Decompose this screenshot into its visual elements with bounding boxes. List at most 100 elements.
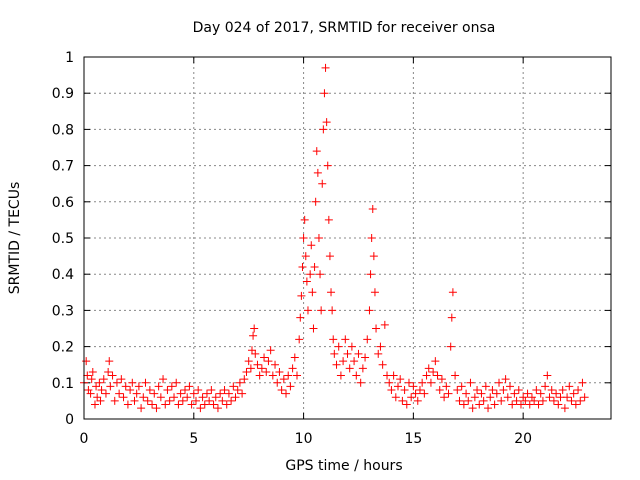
data-point bbox=[255, 371, 264, 380]
data-point bbox=[161, 400, 170, 409]
data-point bbox=[83, 371, 92, 380]
data-point bbox=[106, 382, 115, 391]
data-point bbox=[339, 357, 348, 366]
data-point bbox=[415, 386, 424, 395]
x-tick-label: 5 bbox=[189, 431, 198, 447]
data-point bbox=[514, 386, 523, 395]
data-point bbox=[519, 393, 528, 402]
ticks: 0 5 10 15 20 0 0.1 0.2 0.3 0.4 0.5 0.6 0.7 0.8 0.9 1 bbox=[52, 50, 611, 447]
data-point bbox=[187, 400, 196, 409]
data-point bbox=[213, 404, 222, 413]
data-point bbox=[95, 378, 104, 387]
data-point bbox=[104, 367, 113, 376]
data-point bbox=[475, 400, 484, 409]
data-point bbox=[275, 367, 284, 376]
data-point bbox=[163, 386, 172, 395]
data-point bbox=[356, 378, 365, 387]
data-point bbox=[126, 386, 135, 395]
data-points bbox=[80, 63, 589, 413]
data-point bbox=[288, 364, 297, 373]
data-point bbox=[580, 393, 589, 402]
data-point bbox=[284, 371, 293, 380]
y-tick-label: 0.5 bbox=[52, 231, 74, 247]
data-point bbox=[426, 378, 435, 387]
data-point bbox=[312, 147, 321, 156]
data-point bbox=[286, 382, 295, 391]
data-point bbox=[505, 382, 514, 391]
data-point bbox=[247, 346, 256, 355]
data-point bbox=[457, 382, 466, 391]
data-point bbox=[385, 378, 394, 387]
data-point bbox=[374, 349, 383, 358]
data-point bbox=[413, 396, 422, 405]
data-point bbox=[455, 396, 464, 405]
data-point bbox=[499, 386, 508, 395]
data-point bbox=[222, 400, 231, 409]
data-point bbox=[139, 393, 148, 402]
data-point bbox=[490, 400, 499, 409]
data-point bbox=[380, 320, 389, 329]
data-point bbox=[329, 335, 338, 344]
data-point bbox=[207, 386, 216, 395]
data-point bbox=[565, 382, 574, 391]
data-point bbox=[316, 270, 325, 279]
data-point bbox=[264, 357, 273, 366]
data-point bbox=[464, 396, 473, 405]
data-point bbox=[132, 389, 141, 398]
data-point bbox=[93, 393, 102, 402]
data-point bbox=[198, 393, 207, 402]
data-point bbox=[307, 241, 316, 250]
data-point bbox=[86, 389, 95, 398]
data-point bbox=[453, 386, 462, 395]
data-point bbox=[534, 400, 543, 409]
data-point bbox=[165, 396, 174, 405]
data-point bbox=[273, 378, 282, 387]
data-point bbox=[462, 389, 471, 398]
data-point bbox=[407, 393, 416, 402]
data-point bbox=[96, 396, 105, 405]
data-point bbox=[574, 386, 583, 395]
data-point bbox=[378, 360, 387, 369]
data-point bbox=[558, 386, 567, 395]
data-point bbox=[547, 386, 556, 395]
x-tick-label: 10 bbox=[295, 431, 313, 447]
data-point bbox=[479, 396, 488, 405]
data-point bbox=[260, 353, 269, 362]
data-point bbox=[400, 386, 409, 395]
data-point bbox=[330, 349, 339, 358]
data-point bbox=[563, 393, 572, 402]
data-point bbox=[170, 393, 179, 402]
data-point bbox=[298, 262, 307, 271]
data-point bbox=[396, 375, 405, 384]
data-point bbox=[314, 234, 323, 242]
data-point bbox=[481, 382, 490, 391]
data-point bbox=[224, 389, 233, 398]
x-tick-label: 0 bbox=[80, 431, 89, 447]
data-point bbox=[313, 168, 322, 177]
data-point bbox=[229, 382, 238, 391]
data-point bbox=[510, 389, 519, 398]
data-point bbox=[358, 364, 367, 373]
data-point bbox=[343, 349, 352, 358]
data-point bbox=[320, 89, 329, 98]
data-point bbox=[347, 342, 356, 351]
data-point bbox=[249, 331, 258, 340]
data-point bbox=[148, 400, 157, 409]
data-point bbox=[404, 378, 413, 387]
data-point bbox=[440, 393, 449, 402]
data-point bbox=[209, 400, 218, 409]
data-point bbox=[290, 353, 299, 362]
data-point bbox=[431, 357, 440, 366]
data-point bbox=[367, 234, 376, 242]
data-point bbox=[361, 353, 370, 362]
data-point bbox=[376, 342, 385, 351]
data-point bbox=[459, 400, 468, 409]
data-point bbox=[369, 252, 378, 261]
data-point bbox=[549, 396, 558, 405]
data-point bbox=[530, 396, 539, 405]
data-point bbox=[108, 371, 117, 380]
data-point bbox=[398, 396, 407, 405]
data-point bbox=[429, 367, 438, 376]
x-axis-label: GPS time / hours bbox=[285, 458, 402, 474]
